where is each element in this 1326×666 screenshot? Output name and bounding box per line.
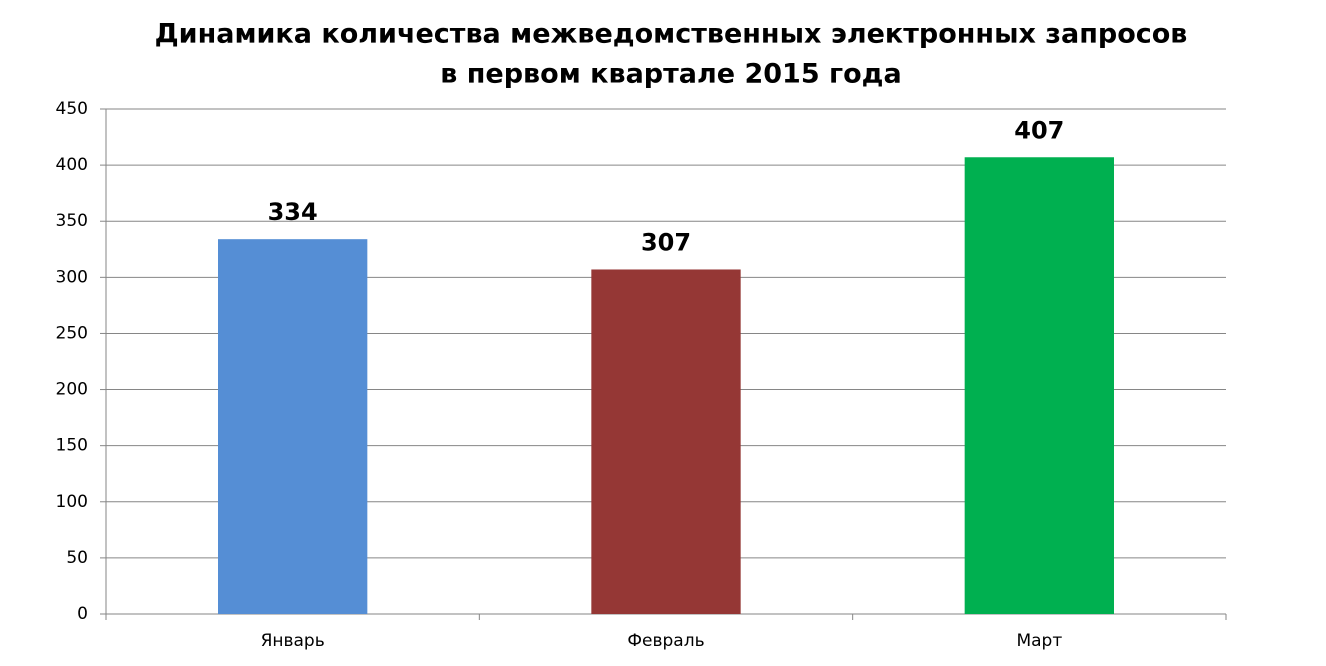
value-label: 334 [268,198,318,226]
x-tick-label: Январь [261,631,325,651]
y-tick-label: 0 [77,604,88,624]
y-tick-label: 250 [56,323,88,343]
x-tick-label: Март [1016,631,1062,651]
chart-title: Динамика количества межведомственных эле… [155,19,1188,50]
value-label: 307 [641,228,691,256]
x-tick-label: Февраль [627,631,704,651]
y-tick-label: 450 [56,99,88,119]
chart-title: в первом квартале 2015 года [440,59,901,90]
y-tick-label: 200 [56,380,88,400]
bar [591,269,741,614]
y-tick-label: 300 [56,267,88,287]
bar [218,239,368,614]
bar [964,157,1114,614]
y-tick-label: 350 [56,211,88,231]
value-label: 407 [1014,116,1064,144]
y-tick-label: 100 [56,492,88,512]
y-tick-label: 50 [66,548,88,568]
y-tick-label: 150 [56,436,88,456]
y-tick-label: 400 [56,155,88,175]
